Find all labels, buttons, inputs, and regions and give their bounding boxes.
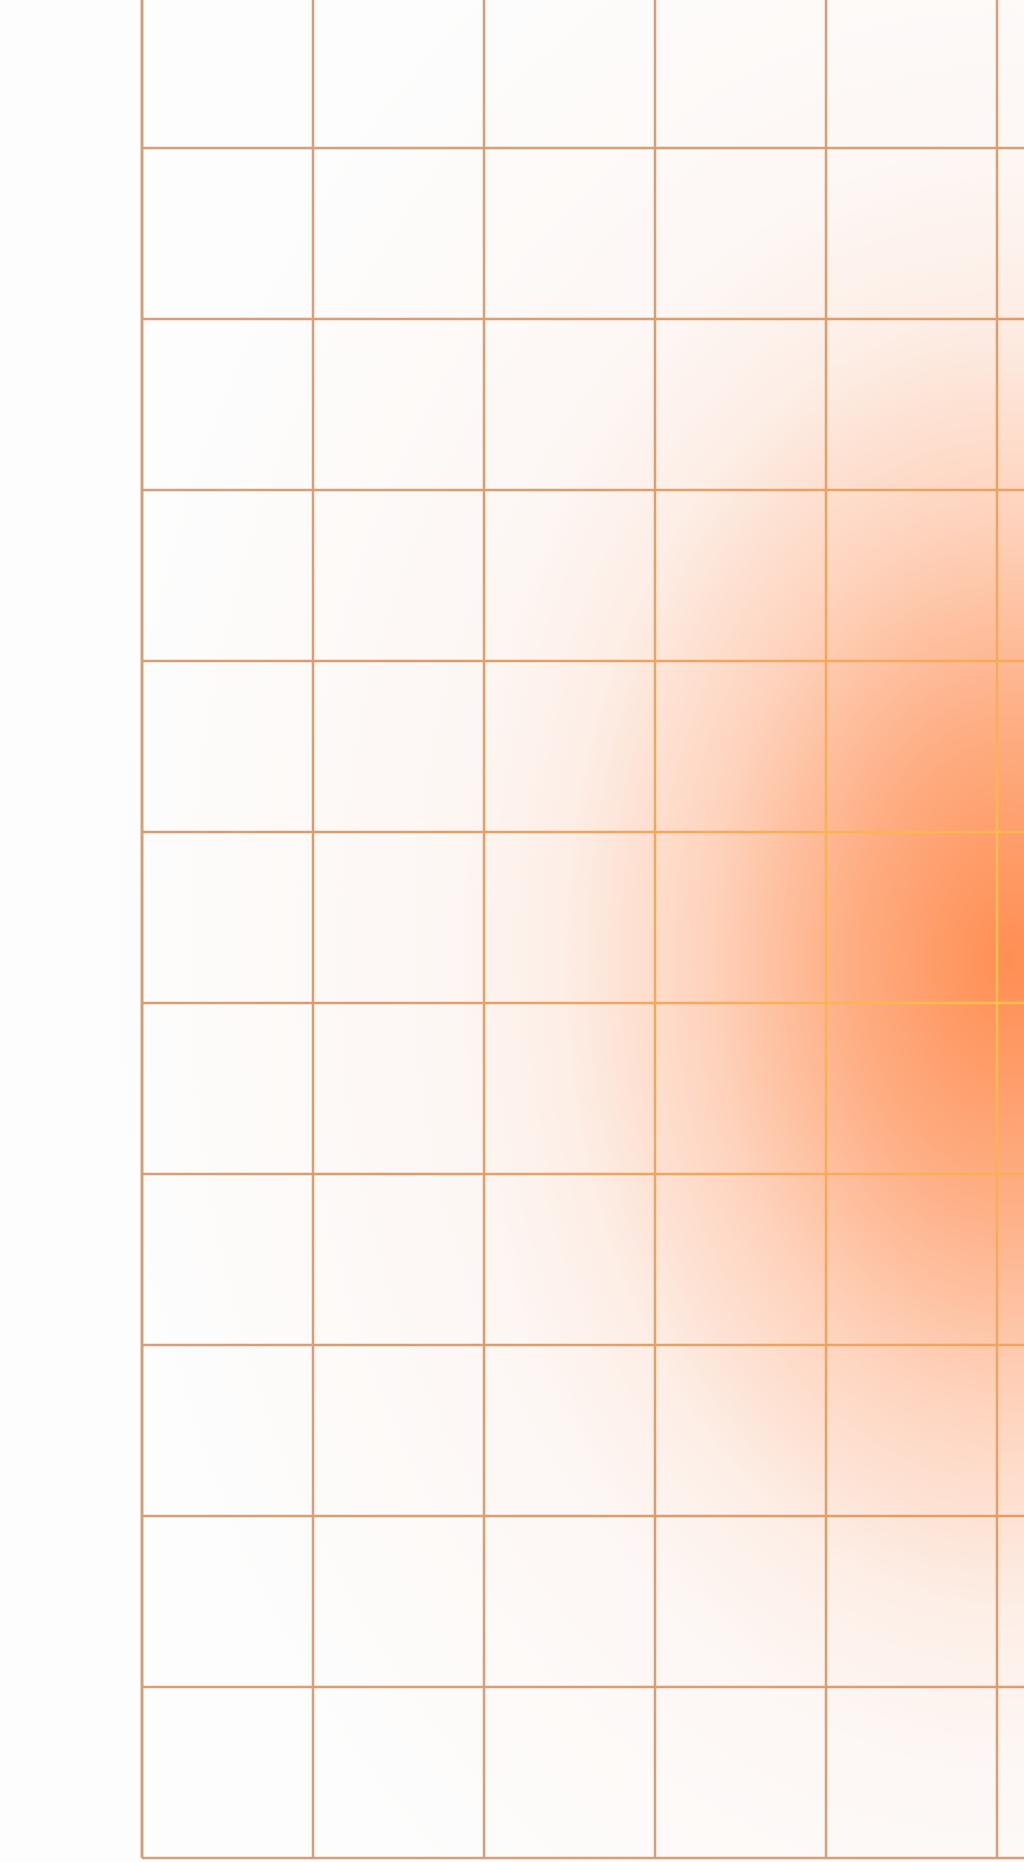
orange-radial-glow bbox=[0, 0, 1024, 1862]
grid-lines bbox=[140, 0, 1024, 1860]
